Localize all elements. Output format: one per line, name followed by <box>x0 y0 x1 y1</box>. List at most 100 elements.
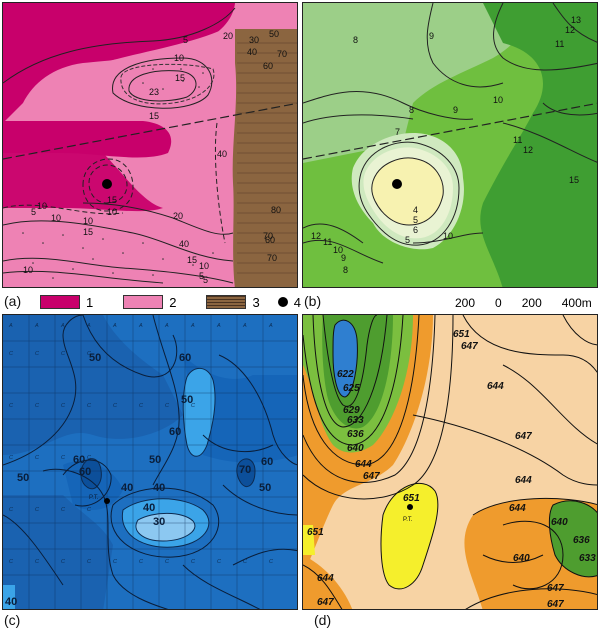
svg-text:644: 644 <box>509 503 526 514</box>
svg-text:C: C <box>87 507 91 513</box>
svg-text:647: 647 <box>515 431 532 442</box>
svg-text:C: C <box>139 559 143 565</box>
svg-text:9: 9 <box>453 105 458 115</box>
svg-text:60: 60 <box>169 426 181 438</box>
svg-text:C: C <box>9 507 13 513</box>
svg-text:C: C <box>87 455 91 461</box>
svg-text:651: 651 <box>453 329 470 340</box>
svg-text:7: 7 <box>395 127 400 137</box>
svg-text:11: 11 <box>555 39 564 49</box>
svg-text:50: 50 <box>259 482 271 494</box>
svg-text:C: C <box>165 403 169 409</box>
svg-text:644: 644 <box>355 459 372 470</box>
svg-text:50: 50 <box>89 352 101 364</box>
svg-text:8: 8 <box>343 265 348 275</box>
svg-text:A: A <box>112 323 117 329</box>
svg-text:15: 15 <box>107 195 117 205</box>
svg-text:A: A <box>268 323 273 329</box>
svg-text:6: 6 <box>413 225 418 235</box>
svg-text:A: A <box>242 323 247 329</box>
legend-number-2: 2 <box>169 294 177 310</box>
svg-text:5: 5 <box>183 35 188 45</box>
scale-tick-2: 200 <box>521 296 542 310</box>
svg-text:625: 625 <box>343 383 360 394</box>
legend-swatch-3 <box>206 295 247 309</box>
svg-text:647: 647 <box>461 341 478 352</box>
svg-text:4: 4 <box>413 205 418 215</box>
well-marker-b <box>392 179 402 189</box>
svg-text:70: 70 <box>239 464 251 476</box>
svg-text:30: 30 <box>153 516 165 528</box>
svg-text:10: 10 <box>37 201 47 211</box>
panel-a-map: 5 10 15 23 15 20 30 40 50 60 70 80 15 10… <box>2 2 298 288</box>
svg-text:80: 80 <box>271 205 281 215</box>
svg-text:12: 12 <box>565 25 575 35</box>
scale-tick-3: 400m <box>561 296 592 310</box>
svg-text:60: 60 <box>79 466 91 478</box>
svg-text:C: C <box>35 351 39 357</box>
well-marker-d <box>407 504 413 510</box>
svg-text:647: 647 <box>317 597 334 608</box>
well-marker-c <box>104 498 110 504</box>
facies-1-region <box>3 3 235 123</box>
panel-a-svg: 5 10 15 23 15 20 30 40 50 60 70 80 15 10… <box>3 3 297 287</box>
svg-text:10: 10 <box>83 216 93 226</box>
svg-text:C: C <box>243 559 247 565</box>
svg-text:C: C <box>217 559 221 565</box>
svg-text:13: 13 <box>571 15 581 25</box>
svg-text:633: 633 <box>579 553 596 564</box>
svg-text:11: 11 <box>323 237 332 247</box>
panel-b-svg: 8 9 10 11 12 13 8 9 11 12 7 15 4 5 6 5 1… <box>303 3 597 287</box>
legend-number-1: 1 <box>86 294 94 310</box>
legend-number-3: 3 <box>252 294 260 310</box>
svg-text:C: C <box>61 351 65 357</box>
svg-text:10: 10 <box>174 53 184 63</box>
svg-text:C: C <box>35 455 39 461</box>
svg-text:A: A <box>86 323 91 329</box>
fault-line-b <box>303 102 597 160</box>
svg-text:651: 651 <box>307 527 324 538</box>
svg-text:A: A <box>34 323 39 329</box>
svg-text:70: 70 <box>267 253 277 263</box>
svg-text:5: 5 <box>199 271 204 281</box>
svg-text:651: 651 <box>403 493 420 504</box>
svg-text:10: 10 <box>443 231 453 241</box>
svg-text:40: 40 <box>143 502 155 514</box>
svg-text:9: 9 <box>429 31 434 41</box>
svg-text:10: 10 <box>23 265 33 275</box>
svg-text:50: 50 <box>149 454 161 466</box>
svg-text:50: 50 <box>17 472 29 484</box>
panel-c-map: A A A A A A A A A A A C C C C C C C C C C C C C C C C C C C C C… <box>2 314 298 610</box>
svg-text:12: 12 <box>311 231 321 241</box>
scale-tick-1: 0 <box>495 296 502 310</box>
svg-text:C: C <box>9 403 13 409</box>
svg-text:40: 40 <box>153 482 165 494</box>
svg-text:640: 640 <box>551 517 568 528</box>
facies-3-region <box>232 29 297 287</box>
svg-text:C: C <box>113 559 117 565</box>
svg-text:A: A <box>60 323 65 329</box>
svg-text:8: 8 <box>353 35 358 45</box>
svg-text:10: 10 <box>493 95 503 105</box>
svg-text:647: 647 <box>547 599 564 610</box>
panel-d-map: 651 647 622 625 629 633 636 640 644 647 … <box>302 314 598 610</box>
svg-text:20: 20 <box>173 211 183 221</box>
svg-text:40: 40 <box>217 149 227 159</box>
svg-text:40: 40 <box>5 596 17 608</box>
svg-text:15: 15 <box>569 175 579 185</box>
panel-d-label: (d) <box>314 612 332 628</box>
svg-text:15: 15 <box>175 73 185 83</box>
svg-text:40: 40 <box>247 47 257 57</box>
svg-text:5: 5 <box>413 215 418 225</box>
svg-text:644: 644 <box>317 573 334 584</box>
panel-b-label: (b) <box>304 293 322 309</box>
svg-text:C: C <box>61 403 65 409</box>
fault-line <box>3 102 297 160</box>
svg-text:10: 10 <box>51 213 61 223</box>
svg-text:10: 10 <box>107 207 117 217</box>
svg-text:5: 5 <box>203 275 208 285</box>
svg-text:C: C <box>139 403 143 409</box>
panel-c-label: (c) <box>4 612 21 628</box>
svg-text:20: 20 <box>223 31 233 41</box>
svg-text:15: 15 <box>187 255 197 265</box>
